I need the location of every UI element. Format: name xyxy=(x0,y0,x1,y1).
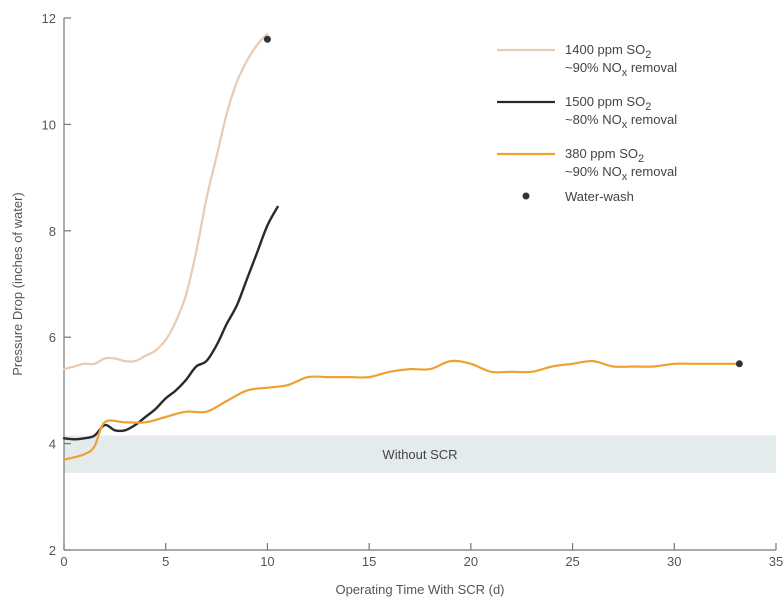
legend-water-wash-marker xyxy=(522,192,530,200)
series-lines xyxy=(62,32,741,461)
series-380ppm-line xyxy=(62,359,741,461)
y-tick-label: 6 xyxy=(49,330,56,345)
y-tick-label: 12 xyxy=(42,11,56,26)
legend-label-line2: ~90% NOx removal xyxy=(565,164,677,183)
series-1400ppm-line xyxy=(62,32,269,371)
legend-label-line1: 1400 ppm SO2 xyxy=(565,42,651,61)
axes xyxy=(63,18,776,551)
y-tick-label: 10 xyxy=(42,117,56,132)
legend-label-line2: ~80% NOx removal xyxy=(565,112,677,131)
without-scr-band-layer xyxy=(64,435,776,473)
y-tick-label: 2 xyxy=(49,543,56,558)
x-tick-label: 30 xyxy=(667,554,681,569)
y-axis-title: Pressure Drop (inches of water) xyxy=(10,192,25,376)
without-scr-band xyxy=(64,435,776,473)
series-1500ppm-line xyxy=(62,205,279,441)
legend-water-wash-label: Water-wash xyxy=(565,189,634,204)
y-tick-label: 4 xyxy=(49,437,56,452)
water-wash-marker xyxy=(263,35,271,43)
x-tick-label: 20 xyxy=(464,554,478,569)
x-tick-label: 0 xyxy=(60,554,67,569)
water-wash-marker xyxy=(735,360,743,368)
legend-label-line1: 1500 ppm SO2 xyxy=(565,94,651,113)
x-tick-label: 10 xyxy=(260,554,274,569)
x-tick-label: 5 xyxy=(162,554,169,569)
x-tick-label: 35 xyxy=(769,554,783,569)
x-tick-label: 25 xyxy=(565,554,579,569)
x-tick-label: 15 xyxy=(362,554,376,569)
tick-marks: 2 4 6 8 10 12 0 5 10 15 20 25 30 35 xyxy=(42,11,783,569)
legend-label-line2: ~90% NOx removal xyxy=(565,60,677,79)
x-axis-title: Operating Time With SCR (d) xyxy=(335,582,504,597)
legend-label-line1: 380 ppm SO2 xyxy=(565,146,644,165)
without-scr-label: Without SCR xyxy=(382,447,457,462)
y-tick-label: 8 xyxy=(49,224,56,239)
water-wash-markers xyxy=(263,35,743,368)
